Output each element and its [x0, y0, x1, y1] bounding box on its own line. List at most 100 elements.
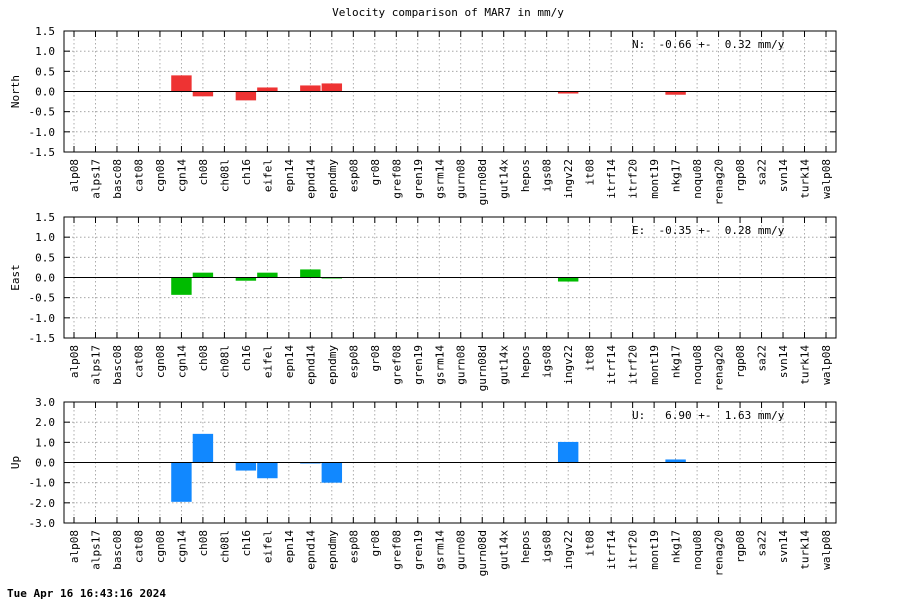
up-xtick-label: ch08	[197, 530, 210, 557]
east-xtick-label: walp08	[820, 345, 833, 385]
east-xtick-label: epnd14	[304, 345, 317, 385]
up-xtick-label: ch16	[240, 530, 253, 557]
up-bar-nkg17	[665, 459, 686, 463]
east-xtick-label: gren19	[412, 345, 425, 385]
north-xtick-label: ingv22	[562, 159, 575, 199]
up-xtick-label: epndmy	[326, 530, 339, 570]
up-ytick-label: -2.0	[29, 497, 56, 510]
north-xtick-label: gr08	[369, 159, 382, 186]
up-xtick-label: renag20	[713, 530, 726, 576]
north-xtick-label: gurn08	[455, 159, 468, 199]
east-ytick-label: 1.0	[35, 231, 55, 244]
east-xtick-label: sa22	[756, 345, 769, 372]
up-xtick-label: gr08	[369, 530, 382, 557]
up-xtick-label: gref08	[390, 530, 403, 570]
north-ylabel: North	[9, 75, 22, 108]
north-xtick-label: svn14	[777, 159, 790, 192]
up-xtick-label: nkg17	[670, 530, 683, 563]
north-ytick-label: 1.0	[35, 45, 55, 58]
up-xtick-label: epnd14	[304, 530, 317, 570]
east-xtick-label: ch08l	[218, 345, 231, 378]
north-bar-ch08	[192, 91, 214, 97]
east-ytick-label: 1.5	[35, 211, 55, 224]
east-xtick-label: gurn08d	[476, 345, 489, 391]
up-ytick-label: -1.0	[29, 477, 56, 490]
east-ylabel: East	[9, 264, 22, 291]
north-bar-ch16	[235, 91, 257, 101]
north-xtick-label: sa22	[756, 159, 769, 186]
up-xtick-label: noqu08	[691, 530, 704, 570]
up-bar-epnd14	[300, 462, 321, 464]
up-ylabel: Up	[9, 456, 22, 469]
east-xtick-label: igs08	[541, 345, 554, 378]
east-ytick-label: -0.5	[29, 292, 56, 305]
north-ytick-label: -0.5	[29, 106, 56, 119]
north-xtick-label: nkg17	[670, 159, 683, 192]
east-xtick-label: eifel	[261, 345, 274, 378]
east-xtick-label: cgn08	[154, 345, 167, 378]
up-bar-cgn14	[171, 462, 192, 502]
east-xtick-label: gut14x	[498, 345, 511, 385]
north-xtick-label: eifel	[261, 159, 274, 192]
up-xtick-label: epn14	[283, 530, 296, 563]
east-xtick-label: alps17	[89, 345, 102, 385]
east-xtick-label: noqu08	[691, 345, 704, 385]
north-xtick-label: epn14	[283, 159, 296, 192]
up-xtick-label: hepos	[519, 530, 532, 563]
up-bar-epndmy	[321, 462, 343, 483]
up-xtick-label: svn14	[777, 530, 790, 563]
up-xtick-label: igs08	[541, 530, 554, 563]
up-ytick-label: 0.0	[35, 457, 55, 470]
east-xtick-label: itrf14	[605, 345, 618, 385]
up-xtick-label: it08	[584, 530, 597, 557]
up-xtick-label: eifel	[261, 530, 274, 563]
north-bar-ingv22	[557, 91, 579, 94]
up-xtick-label: cgn08	[154, 530, 167, 563]
north-ytick-label: 0.0	[35, 86, 55, 99]
east-ytick-label: -1.0	[29, 312, 56, 325]
up-bar-ch16	[235, 462, 257, 471]
north-xtick-label: ch16	[240, 159, 253, 186]
east-xtick-label: rgp08	[734, 345, 747, 378]
east-stat-text: E: -0.35 +- 0.28 mm/y	[632, 224, 785, 237]
chart-title: Velocity comparison of MAR7 in mm/y	[332, 6, 564, 19]
east-xtick-label: ch08	[197, 345, 210, 372]
north-ytick-label: 0.5	[35, 65, 55, 78]
east-xtick-label: cgn14	[175, 345, 188, 378]
north-xtick-label: epnd14	[304, 159, 317, 199]
up-xtick-label: gren19	[412, 530, 425, 570]
up-xtick-label: alp08	[68, 530, 81, 563]
north-bar-epnd14	[300, 85, 321, 92]
north-xtick-label: cgn08	[154, 159, 167, 192]
east-xtick-label: it08	[584, 345, 597, 372]
north-xtick-label: epndmy	[326, 159, 339, 199]
east-xtick-label: cat08	[132, 345, 145, 378]
up-ytick-label: 2.0	[35, 416, 55, 429]
north-ytick-label: -1.5	[29, 146, 56, 159]
east-bar-ch16	[235, 277, 257, 281]
up-xtick-label: ch08l	[218, 530, 231, 563]
up-bar-eifel	[257, 462, 278, 479]
timestamp-footer: Tue Apr 16 16:43:16 2024	[7, 587, 166, 600]
north-ytick-label: 1.5	[35, 25, 55, 38]
north-xtick-label: noqu08	[691, 159, 704, 199]
up-ytick-label: 1.0	[35, 436, 55, 449]
up-xtick-label: gut14x	[498, 530, 511, 570]
north-xtick-label: alp08	[68, 159, 81, 192]
up-xtick-label: sa22	[756, 530, 769, 557]
up-xtick-label: gurn08d	[476, 530, 489, 576]
north-stat-text: N: -0.66 +- 0.32 mm/y	[632, 38, 785, 51]
up-xtick-label: mont19	[648, 530, 661, 570]
east-xtick-label: esp08	[347, 345, 360, 378]
up-bar-ingv22	[557, 441, 579, 463]
north-xtick-label: turk14	[799, 159, 812, 199]
north-xtick-label: mont19	[648, 159, 661, 199]
up-xtick-label: cat08	[132, 530, 145, 563]
up-xtick-label: itrf14	[605, 530, 618, 570]
north-xtick-label: cgn14	[175, 159, 188, 192]
north-xtick-label: it08	[584, 159, 597, 186]
east-xtick-label: epndmy	[326, 345, 339, 385]
east-xtick-label: alp08	[68, 345, 81, 378]
east-xtick-label: ingv22	[562, 345, 575, 385]
east-xtick-label: basc08	[111, 345, 124, 385]
